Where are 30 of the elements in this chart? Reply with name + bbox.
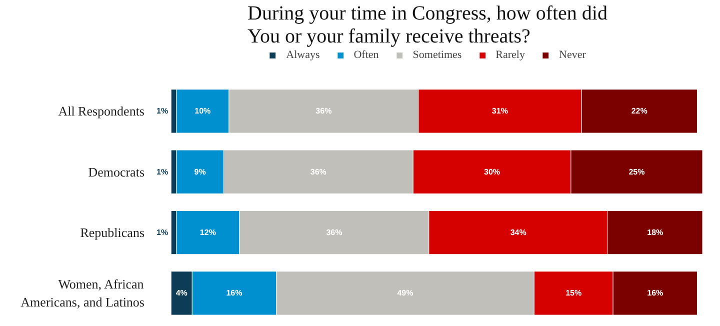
data-label: 15% <box>566 288 582 298</box>
legend-label: Sometimes <box>412 49 462 61</box>
data-label: 25% <box>628 167 645 176</box>
data-label: 10% <box>194 106 211 116</box>
data-label: 1% <box>156 106 168 116</box>
data-label: 31% <box>492 106 508 116</box>
data-label: 30% <box>484 167 500 176</box>
data-label: 49% <box>397 288 414 298</box>
data-label: 34% <box>510 228 526 238</box>
data-label: 36% <box>316 106 332 116</box>
y-tick-label: All Respondents <box>58 104 145 119</box>
y-tick-label: Democrats <box>88 164 144 180</box>
legend-label: Often <box>354 49 379 61</box>
legend-label: Rarely <box>496 49 525 61</box>
data-label: 16% <box>226 288 242 298</box>
data-label: 16% <box>647 288 664 298</box>
legend-label: Never <box>559 49 586 61</box>
data-label: 1% <box>156 228 168 238</box>
data-label: 36% <box>310 167 326 176</box>
y-tick-label: Republicans <box>80 225 144 240</box>
data-label: 22% <box>631 106 648 116</box>
data-label: 36% <box>326 228 342 238</box>
legend-label: Always <box>286 49 320 61</box>
data-label: 1% <box>156 167 168 176</box>
data-label: 4% <box>176 288 188 298</box>
chart-title: During your time in Congress, how often did You or your family receive threats? <box>248 2 608 48</box>
data-label: 12% <box>200 228 216 238</box>
data-label: 18% <box>647 228 664 238</box>
y-tick-label: Women, African Americans, and Latinos <box>20 276 145 310</box>
data-label: 9% <box>194 167 206 176</box>
